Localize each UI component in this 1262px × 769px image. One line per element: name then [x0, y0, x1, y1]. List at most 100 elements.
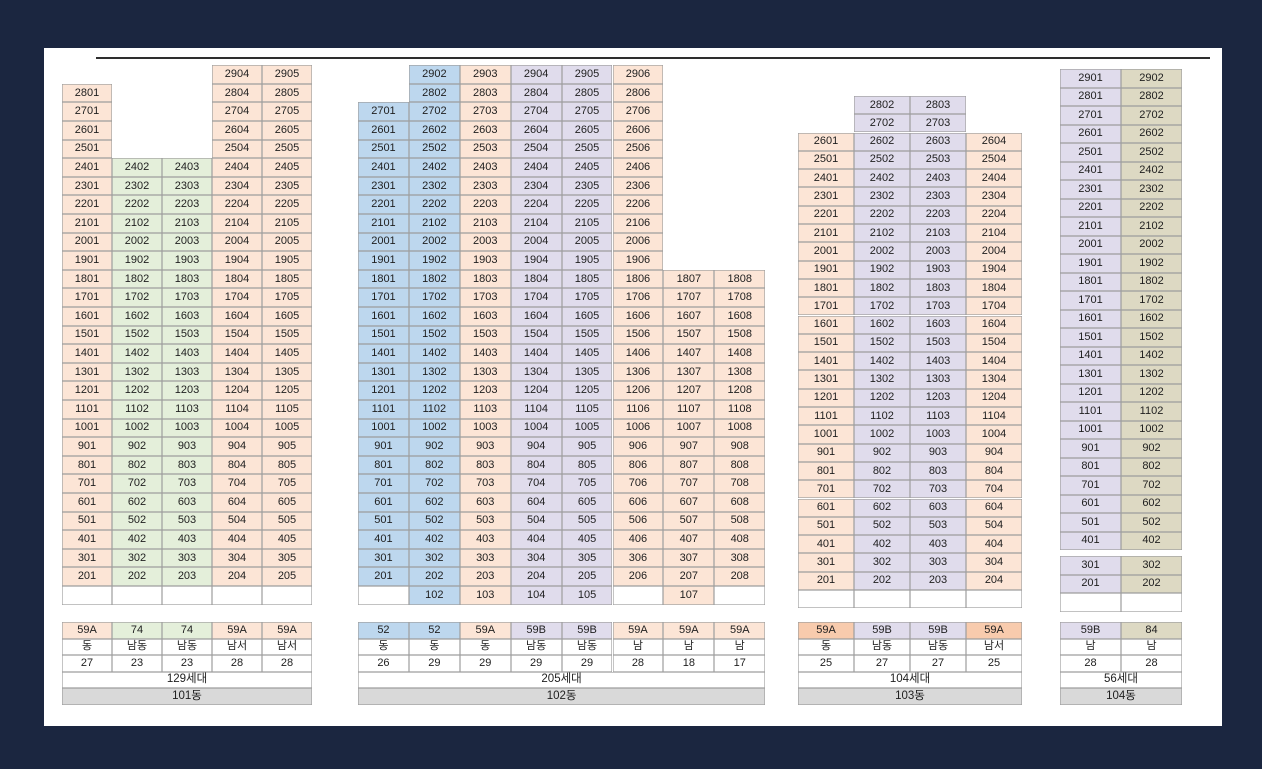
unit-cell: 201: [798, 571, 854, 590]
unit-cell: 2701: [358, 102, 409, 121]
unit-cell: 402: [1121, 531, 1182, 550]
unit-cell: 2202: [112, 195, 162, 214]
unit-cell: 1701: [62, 288, 112, 307]
count-cell: 27: [910, 655, 966, 672]
building-name-cell: 102동: [358, 688, 766, 705]
unit-cell: 306: [612, 548, 664, 568]
unit-cell: 2305: [561, 176, 613, 196]
unit-cell: 801: [1060, 457, 1121, 476]
unit-cell: 1002: [112, 418, 162, 438]
unit-cell: 2202: [854, 205, 910, 224]
unit-cell: 1102: [854, 407, 910, 426]
unit-cell: 1102: [408, 400, 460, 419]
unit-cell: 1408: [714, 344, 766, 363]
unit-cell: 2702: [1121, 106, 1182, 125]
unit-cell: 901: [62, 437, 112, 456]
unit-cell: 1607: [663, 307, 715, 326]
unit-cell: 601: [798, 498, 854, 517]
unit-cell: 703: [162, 474, 212, 493]
unit-cell: 1102: [1121, 402, 1182, 421]
unit-cell: 2002: [854, 242, 910, 261]
unit-cell: 608: [714, 493, 766, 512]
unit-cell: 2403: [459, 158, 511, 177]
unit-cell: 2104: [212, 214, 262, 233]
unit-cell: 1401: [62, 344, 112, 363]
unit-cell: 507: [663, 511, 715, 531]
unit-cell: 1101: [62, 400, 112, 419]
unit-cell: 1703: [910, 297, 966, 316]
count-cell: 29: [459, 655, 511, 672]
unit-cell: 2501: [62, 139, 112, 159]
unit-cell: 2402: [854, 169, 910, 188]
unit-cell: 2503: [459, 139, 511, 159]
unit-cell: 502: [1121, 513, 1182, 532]
count-cell: 26: [358, 655, 409, 672]
unit-cell: 206: [612, 567, 664, 586]
unit-cell: 2201: [1060, 198, 1121, 217]
direction-cell: 남서: [966, 638, 1022, 655]
unit-cell: 1302: [854, 370, 910, 389]
unit-cell: 1601: [62, 307, 112, 326]
unit-cell: 1003: [910, 425, 966, 444]
unit-cell: 2401: [798, 169, 854, 188]
unit-cell: 1404: [510, 344, 562, 363]
count-cell: 28: [262, 655, 312, 672]
unit-cell: 1201: [798, 388, 854, 407]
unit-cell: 1902: [1121, 254, 1182, 273]
unit-cell: 1501: [358, 325, 409, 345]
unit-cell: 1001: [358, 418, 409, 438]
unit-cell: 304: [966, 553, 1022, 572]
unit-cell: 2304: [510, 176, 562, 196]
unit-cell: 502: [854, 516, 910, 536]
unit-cell: 2801: [1060, 87, 1121, 106]
unit-cell: 802: [112, 455, 162, 475]
unit-cell: 508: [714, 511, 766, 531]
unit-cell: 1603: [162, 307, 212, 326]
unit-cell: 702: [1121, 476, 1182, 495]
unit-cell: 1002: [408, 418, 460, 438]
crossed-cell: [1121, 593, 1182, 612]
unit-cell: 505: [561, 511, 613, 531]
unit-cell: 2503: [910, 150, 966, 170]
unit-cell: 207: [663, 567, 715, 586]
unit-cell: 2301: [1060, 180, 1121, 199]
unit-cell: 1701: [798, 297, 854, 316]
unit-cell: 2404: [966, 169, 1022, 188]
count-cell: 23: [162, 655, 212, 672]
count-cell: 29: [510, 655, 562, 672]
unit-cell: 2004: [510, 232, 562, 252]
unit-cell: 2205: [561, 195, 613, 214]
unit-cell: 2702: [854, 114, 910, 133]
unit-cell: 1204: [212, 381, 262, 400]
count-cell: 23: [112, 655, 162, 672]
unit-cell: 2003: [459, 232, 511, 252]
unit-cell: 2402: [408, 158, 460, 177]
count-cell: 29: [408, 655, 460, 672]
unit-cell: 2704: [212, 102, 262, 121]
unit-cell: 1903: [162, 251, 212, 270]
unit-cell: 1306: [612, 362, 664, 382]
unit-cell: 1204: [966, 388, 1022, 407]
unit-cell: 403: [910, 535, 966, 554]
unit-cell: 1305: [561, 362, 613, 382]
unit-cell: 1304: [510, 362, 562, 382]
unit-cell: 904: [966, 443, 1022, 462]
unit-cell: 803: [162, 455, 212, 475]
unit-cell: 2604: [966, 132, 1022, 151]
unit-cell: 408: [714, 530, 766, 549]
unit-cell: 307: [663, 548, 715, 568]
unit-cell: 1705: [561, 288, 613, 307]
unit-cell: 905: [561, 437, 613, 456]
unit-cell: 401: [798, 535, 854, 554]
total-units-cell: 104세대: [798, 671, 1022, 688]
unit-cell: 901: [798, 443, 854, 462]
unit-cell: 1604: [510, 307, 562, 326]
unit-cell: 1905: [561, 251, 613, 270]
unit-cell: 1304: [212, 362, 262, 382]
unit-cell: 1904: [212, 251, 262, 270]
unit-cell: 1001: [798, 425, 854, 444]
unit-cell: 205: [561, 567, 613, 586]
unit-cell: 1005: [561, 418, 613, 438]
unit-type-cell: 74: [162, 622, 212, 639]
unit-cell: 203: [459, 567, 511, 586]
